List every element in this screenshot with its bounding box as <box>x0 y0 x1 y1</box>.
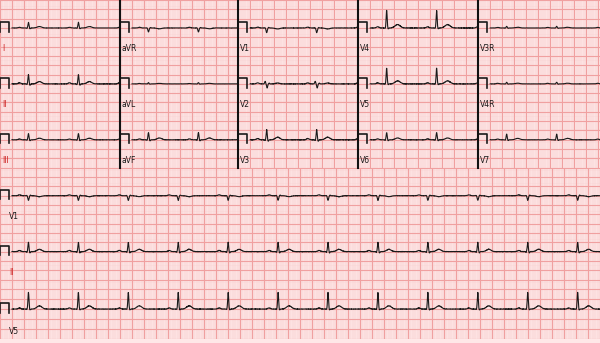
Text: III: III <box>2 156 8 165</box>
Text: aVR: aVR <box>122 44 137 53</box>
Text: V3: V3 <box>240 156 250 165</box>
Text: V6: V6 <box>360 156 370 165</box>
Text: V1: V1 <box>240 44 250 53</box>
Text: I: I <box>2 44 4 53</box>
Text: V3R: V3R <box>480 44 496 53</box>
Text: II: II <box>9 268 14 277</box>
Text: V1: V1 <box>9 212 19 221</box>
Text: aVL: aVL <box>122 100 136 109</box>
Text: II: II <box>2 100 6 109</box>
Text: V5: V5 <box>360 100 370 109</box>
Text: V7: V7 <box>480 156 490 165</box>
Text: V2: V2 <box>240 100 250 109</box>
Text: V5: V5 <box>9 327 19 335</box>
Text: aVF: aVF <box>122 156 136 165</box>
Text: V4R: V4R <box>480 100 496 109</box>
Text: V4: V4 <box>360 44 370 53</box>
